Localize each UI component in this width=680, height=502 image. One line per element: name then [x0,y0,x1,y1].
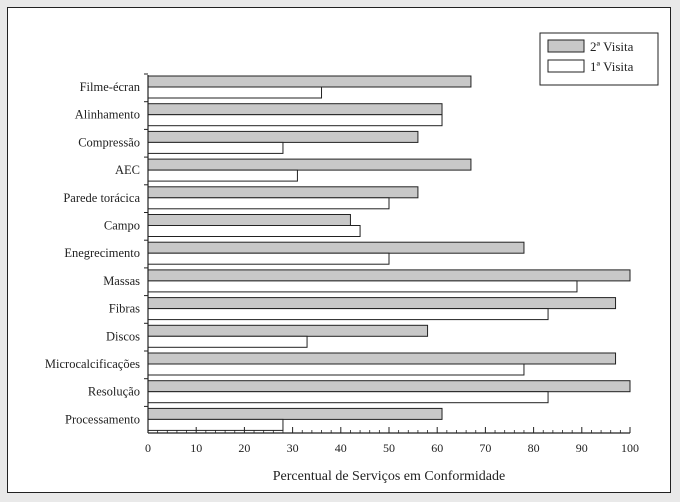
x-tick-label: 20 [238,441,250,455]
category-label: Discos [106,329,140,343]
x-tick-label: 50 [383,441,395,455]
legend-swatch-visit1 [547,59,585,73]
bar-visit1-6 [147,252,390,265]
bars-layer [147,75,631,431]
bar-visit2-12 [147,407,443,420]
bar-visit1-11 [147,391,549,404]
legend-label-visit2: 2ª Visita [590,39,634,54]
x-tick-label: 60 [431,441,443,455]
category-labels-layer: Filme-écran Alinhamento Compressão AEC Pared… [45,73,148,426]
legend-box [539,32,659,86]
bar-visit2-1 [147,103,443,116]
x-tick-label: 0 [145,441,151,455]
bar-visit2-2 [147,130,419,143]
bar-visit2-5 [147,214,351,226]
bar-visit1-2 [147,141,284,154]
bar-visit2-0 [147,75,472,88]
bar-visit1-5 [147,225,361,237]
bar-visit1-12 [147,418,284,431]
legend-swatch-visit2 [547,39,585,53]
bar-visit2-7 [147,269,631,282]
category-label: AEC [115,163,140,177]
bar-visit2-8 [147,297,617,310]
bar-visit1-7 [147,280,578,293]
bar-visit1-10 [147,363,525,376]
category-label: Campo [104,219,140,233]
bar-visit1-0 [147,86,323,99]
x-tick-label: 70 [479,441,491,455]
category-label: Processamento [65,412,140,426]
category-label: Enegrecimento [64,246,140,260]
bar-visit1-4 [147,197,390,210]
category-label: Compressão [78,135,140,149]
bar-visit2-3 [147,158,472,171]
x-tick-label: 40 [335,441,347,455]
x-tick-label: 10 [190,441,202,455]
x-axis-title: Percentual de Serviços em Conformidade [273,469,505,484]
bar-visit1-8 [147,308,549,321]
category-label: Massas [103,274,140,288]
x-tick-label: 30 [287,441,299,455]
category-label: Filme-écran [80,80,141,94]
category-label: Parede torácica [63,191,140,205]
x-tick-label: 90 [576,441,588,455]
x-tick-label: 80 [528,441,540,455]
legend-label-visit1: 1ª Visita [590,59,634,74]
bar-visit2-6 [147,241,525,254]
category-label: Resolução [88,385,140,399]
legend: 2ª Visita 1ª Visita [539,32,659,86]
category-label: Fibras [109,302,140,316]
bar-visit1-3 [147,169,298,182]
bar-visit2-4 [147,186,419,199]
category-label: Microcalcificações [45,357,140,371]
bar-visit2-11 [147,380,631,393]
x-tick-label: 100 [621,441,639,455]
bar-visit1-1 [147,114,443,127]
bar-visit1-9 [147,335,308,348]
bar-visit2-9 [147,324,429,337]
x-ticks-layer: 0 10 20 30 40 50 60 70 80 90 100 [145,427,639,455]
bar-visit2-10 [147,352,617,365]
category-label: Alinhamento [75,108,140,122]
